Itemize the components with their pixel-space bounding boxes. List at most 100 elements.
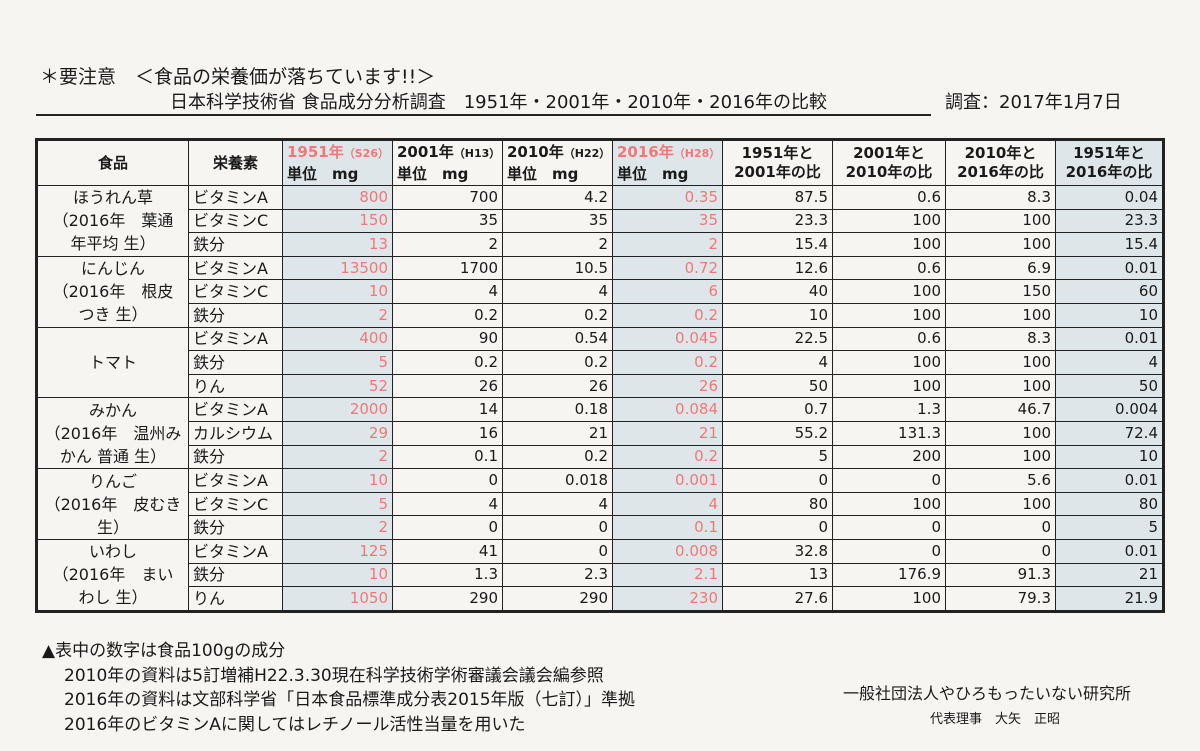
nutrient: 鉄分 [188,515,283,540]
value-cell: 2 [502,232,613,257]
value-cell: 1.3 [832,397,946,422]
value-cell: 32.8 [722,538,833,564]
nutrition-table: 食品 栄養素 1951年（S26） 単位 mg 2001年（H13） 単位 mg 2010年… [35,138,1165,613]
value-cell: 8.3 [945,185,1056,210]
data-row: ビタミンC 150 35 35 35 23.3 100 100 23.3 [38,208,1163,234]
value-cell: 0.018 [502,468,613,493]
notice: ＊要注意 ＜食品の栄養価が落ちています!!＞ [40,66,436,88]
value-cell: 700 [392,185,503,210]
unit: 単位 mg [397,165,469,183]
data-row: 鉄分 2 0.1 0.2 0.2 5 200 100 10 [38,444,1163,470]
value-cell: 2 [392,232,503,257]
value-cell: 0.2 [392,302,503,328]
food-line: 生） [96,517,129,537]
value-cell: 0.1 [612,515,723,540]
value-cell: 0.2 [502,350,613,375]
header-line: 2010年（H22） [507,142,610,164]
header-line: 2010年と [964,144,1037,162]
value-cell: 4 [392,279,503,304]
value-cell: 200 [832,444,946,470]
value-cell: 80 [722,491,833,517]
column-header: 1951年と 2016年の比 [1055,140,1163,186]
data-row: 鉄分 10 1.3 2.3 2.1 13 176.9 91.3 21 [38,562,1163,588]
value-cell: 0 [722,468,833,493]
header-line: 1951年と [741,144,814,162]
column-header: 食品 [37,140,189,186]
value-cell: 0 [832,538,946,564]
unit: 単位 mg [617,165,689,183]
value-cell: 0.2 [392,350,503,375]
value-cell: 5 [282,350,393,375]
nutrient: ビタミンA [188,255,283,281]
value-cell: 100 [832,350,946,375]
value-cell: 100 [832,279,946,304]
unit: 単位 mg [287,165,359,183]
data-row: 鉄分 5 0.2 0.2 0.2 4 100 100 4 [38,350,1163,375]
value-cell: 41 [392,538,503,564]
data-row: 鉄分 13 2 2 2 15.4 100 100 15.4 [38,232,1163,257]
nutrient: ビタミンC [188,279,283,304]
value-cell: 100 [832,586,946,611]
value-cell: 0.7 [722,397,833,422]
food-cell: にんじん （2016年 根皮 つき 生） [37,255,189,328]
header-line: 2001年の比 [734,163,821,181]
nutrient: ビタミンA [188,468,283,493]
note: 2016年のビタミンAに関してはレチノール活性当量を用いた [64,714,526,735]
era: （H13） [453,147,501,160]
column-header: 2001年と 2010年の比 [832,140,946,186]
value-cell: 5 [1055,515,1163,540]
nutrient: カルシウム [188,420,283,446]
value-cell: 40 [722,279,833,304]
food-line: りんご [88,471,137,491]
year: 1951年 [287,143,344,161]
value-cell: 2 [282,444,393,470]
value-cell: 13 [722,562,833,588]
value-cell: 35 [502,208,613,234]
value-cell: 0 [392,468,503,493]
food-line: わし 生） [78,588,148,608]
value-cell: 21 [1055,562,1163,588]
value-cell: 0.6 [832,255,946,281]
value-cell: 52 [282,373,393,399]
food-line: ほうれん草 [72,188,153,208]
year: 2016年 [617,143,674,161]
nutrient: ビタミンA [188,185,283,210]
value-cell: 0.6 [832,326,946,352]
value-cell: 0.2 [612,444,723,470]
value-cell: 0.2 [502,302,613,328]
value-cell: 72.4 [1055,420,1163,446]
food-line: （2016年 皮むき [44,494,182,514]
value-cell: 87.5 [722,185,833,210]
value-cell: 125 [282,538,393,564]
value-cell: 2.1 [612,562,723,588]
value-cell: 1700 [392,255,503,281]
value-cell: 150 [945,279,1056,304]
underline [36,114,931,116]
value-cell: 100 [832,373,946,399]
food-cell: みかん （2016年 温州み かん 普通 生） [37,397,189,470]
data-row: トマト ビタミンA 400 90 0.54 0.045 22.5 0.6 8.3 0.01 [37,326,1163,399]
column-header: 2016年（H28） 単位 mg [612,140,723,186]
value-cell: 0 [945,538,1056,564]
value-cell: 23.3 [722,208,833,234]
value-cell: 4 [502,279,613,304]
value-cell: 0.01 [1055,326,1163,352]
food-line: かん 普通 生） [59,446,167,466]
value-cell: 10 [282,468,393,493]
value-cell: 100 [945,420,1056,446]
value-cell: 10 [1055,444,1163,470]
food-line: みかん [88,400,137,420]
value-cell: 21 [612,420,723,446]
data-row: りん 1050 290 290 230 27.6 100 79.3 21.9 [38,586,1163,611]
value-cell: 8.3 [945,326,1056,352]
value-cell: 4 [612,491,723,517]
value-cell: 176.9 [832,562,946,588]
value-cell: 12.6 [722,255,833,281]
value-cell: 26 [612,373,723,399]
value-cell: 100 [832,232,946,257]
data-row: カルシウム 29 16 21 21 55.2 131.3 100 72.4 [38,420,1163,446]
year: 2001年 [397,143,454,161]
value-cell: 29 [282,420,393,446]
food-cell: りんご （2016年 皮むき 生） [37,468,189,540]
nutrient: 鉄分 [188,232,283,257]
